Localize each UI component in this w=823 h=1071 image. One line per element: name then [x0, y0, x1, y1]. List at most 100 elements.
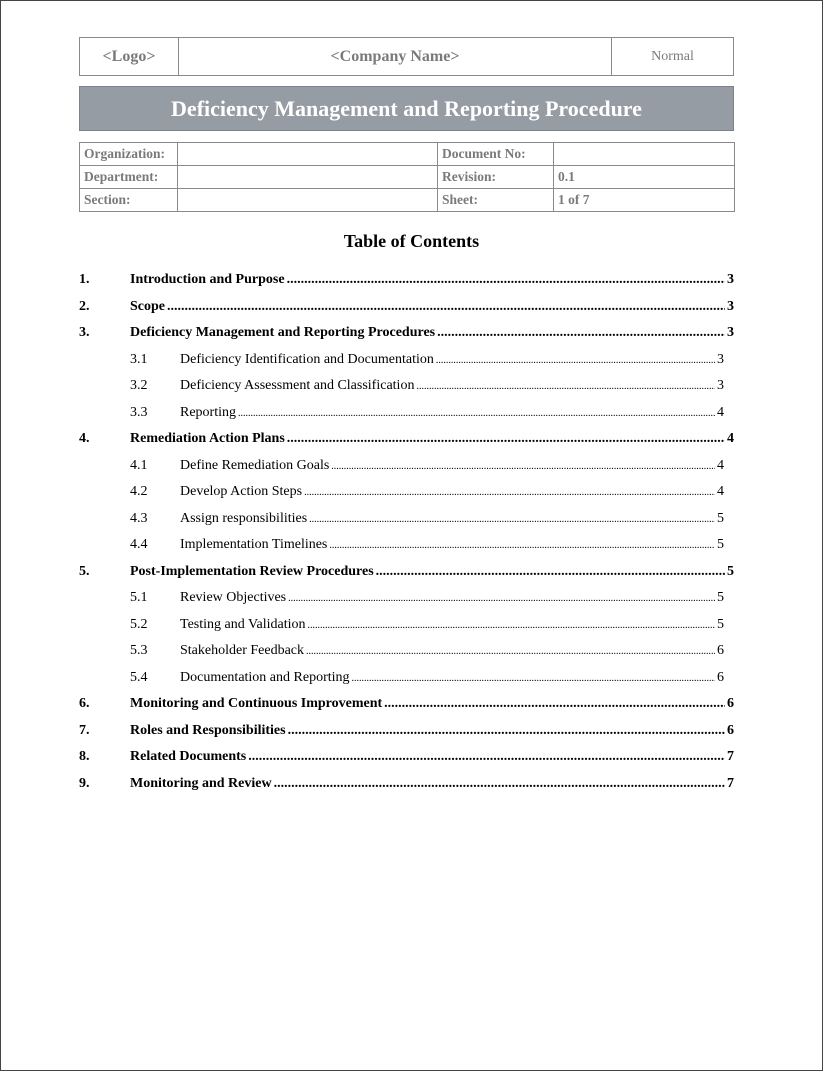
- toc-leader: [376, 564, 725, 580]
- toc-entry[interactable]: 4.4 Implementation Timelines 5: [79, 537, 734, 564]
- toc-entry-page: 6: [717, 669, 724, 685]
- toc-entry[interactable]: 5.3 Stakeholder Feedback 6: [79, 643, 734, 670]
- toc-leader: [287, 431, 725, 447]
- toc-entry-number: 1.: [79, 272, 90, 287]
- toc-entry-page: 6: [727, 696, 734, 711]
- toc-leader: [352, 673, 715, 684]
- company-name: <Company Name>: [179, 38, 612, 75]
- toc-leader: [274, 776, 725, 792]
- toc-entry-title: Deficiency Identification and Documentat…: [180, 351, 434, 367]
- toc-entry-number: 9.: [79, 775, 90, 791]
- toc-entry-number: 4.: [79, 431, 90, 446]
- toc-entry-number: 5.: [79, 563, 90, 579]
- toc-entry-page: 5: [727, 563, 734, 579]
- toc-entry-page: 3: [727, 272, 734, 287]
- logo-placeholder: <Logo>: [80, 38, 179, 75]
- toc-leader: [248, 749, 725, 765]
- toc-leader: [416, 381, 715, 392]
- toc-entry[interactable]: 3.2 Deficiency Assessment and Classificat…: [79, 378, 734, 405]
- toc-leader: [436, 355, 715, 366]
- toc-entry[interactable]: 9. Monitoring and Review 7: [79, 776, 734, 803]
- toc-entry-title: Roles and Responsibilities: [130, 722, 286, 738]
- toc-leader: [329, 540, 715, 551]
- revision-value: 0.1: [553, 165, 735, 189]
- toc-entry-title: Introduction and Purpose: [130, 272, 285, 287]
- toc-entry-number: 4.4: [130, 537, 148, 552]
- toc-entry-number: 2.: [79, 298, 90, 314]
- toc-leader: [331, 461, 715, 472]
- toc-entry-page: 5: [717, 590, 724, 605]
- toc-entry[interactable]: 5.1 Review Objectives 5: [79, 590, 734, 617]
- toc-entry-number: 3.1: [130, 351, 148, 367]
- toc-entry[interactable]: 5. Post-Implementation Review Procedures 5: [79, 564, 734, 591]
- toc-entry[interactable]: 4.2 Develop Action Steps 4: [79, 484, 734, 511]
- toc-entry-title: Develop Action Steps: [180, 484, 303, 499]
- toc-entry[interactable]: 4.3 Assign responsibilities 5: [79, 511, 734, 538]
- toc-entry-title: Deficiency Assessment and Classification: [180, 378, 415, 393]
- toc-heading: Table of Contents: [343, 231, 480, 251]
- toc-entry-title: Reporting: [180, 404, 236, 420]
- classification: Normal: [651, 48, 694, 64]
- toc-entry-page: 3: [727, 325, 734, 340]
- document-no-label: Document No:: [437, 142, 554, 166]
- toc-leader: [437, 325, 725, 341]
- toc-entry-title: Review Objectives: [180, 590, 287, 605]
- toc-entry-title: Documentation and Reporting: [180, 669, 350, 685]
- toc-entry[interactable]: 1. Introduction and Purpose 3: [79, 272, 734, 299]
- toc-entry-title: Scope: [130, 298, 165, 314]
- toc-entry-page: 6: [727, 722, 734, 738]
- toc-entry-page: 7: [727, 775, 734, 791]
- revision-label: Revision:: [437, 165, 554, 189]
- toc-entry[interactable]: 5.4 Documentation and Reporting 6: [79, 670, 734, 697]
- toc-entry-page: 4: [717, 457, 724, 473]
- toc-entry-page: 3: [717, 378, 724, 393]
- toc-entry-number: 3.3: [130, 404, 148, 420]
- section-label: Section:: [79, 188, 178, 212]
- sheet-value: 1 of 7: [553, 188, 735, 212]
- toc-leader: [306, 646, 715, 657]
- toc-entry-page: 3: [717, 351, 724, 367]
- toc-entry-number: 5.1: [130, 590, 148, 605]
- toc-entry[interactable]: 4.1 Define Remediation Goals 4: [79, 458, 734, 485]
- toc-entry-page: 7: [727, 749, 734, 764]
- section-value: [177, 188, 438, 212]
- toc-entry[interactable]: 7. Roles and Responsibilities 6: [79, 723, 734, 750]
- toc-leader: [309, 514, 715, 525]
- toc-entry-title: Monitoring and Review: [130, 775, 272, 791]
- toc-entry-title: Remediation Action Plans: [130, 431, 285, 446]
- toc-entry-title: Deficiency Management and Reporting Proc…: [130, 325, 436, 340]
- toc-entry-page: 5: [717, 616, 724, 632]
- toc-entry-title: Define Remediation Goals: [180, 457, 330, 473]
- table-of-contents: 1. Introduction and Purpose 3 2. Scope 3 3. Def…: [79, 272, 734, 802]
- toc-entry-title: Stakeholder Feedback: [180, 643, 305, 658]
- document-header: <Logo> <Company Name> Normal: [79, 37, 734, 76]
- department-value: [177, 165, 438, 189]
- toc-leader: [288, 593, 715, 604]
- toc-entry[interactable]: 3. Deficiency Management and Reporting Pr…: [79, 325, 734, 352]
- toc-entry-number: 4.2: [130, 484, 148, 499]
- toc-entry-title: Assign responsibilities: [180, 510, 308, 526]
- toc-entry-number: 5.2: [130, 616, 148, 632]
- toc-leader: [384, 696, 725, 712]
- toc-entry[interactable]: 8. Related Documents 7: [79, 749, 734, 776]
- toc-entry-number: 4.3: [130, 510, 148, 526]
- toc-entry[interactable]: 5.2 Testing and Validation 5: [79, 617, 734, 644]
- toc-entry[interactable]: 3.1 Deficiency Identification and Documen…: [79, 352, 734, 379]
- toc-entry-number: 3.2: [130, 378, 148, 393]
- toc-entry-title: Monitoring and Continuous Improvement: [130, 696, 383, 711]
- toc-entry-number: 6.: [79, 696, 90, 711]
- toc-entry[interactable]: 2. Scope 3: [79, 299, 734, 326]
- toc-leader: [287, 272, 725, 288]
- toc-entry-title: Implementation Timelines: [180, 537, 328, 552]
- toc-entry[interactable]: 6. Monitoring and Continuous Improvement 6: [79, 696, 734, 723]
- document-no-value: [553, 142, 735, 166]
- toc-entry-page: 5: [717, 510, 724, 526]
- toc-entry[interactable]: 3.3 Reporting 4: [79, 405, 734, 432]
- toc-entry-title: Related Documents: [130, 749, 247, 764]
- toc-entry-number: 3.: [79, 325, 90, 340]
- toc-leader: [238, 408, 715, 419]
- toc-entry[interactable]: 4. Remediation Action Plans 4: [79, 431, 734, 458]
- toc-entry-number: 7.: [79, 722, 90, 738]
- toc-entry-title: Post-Implementation Review Procedures: [130, 563, 374, 579]
- toc-leader: [167, 299, 725, 315]
